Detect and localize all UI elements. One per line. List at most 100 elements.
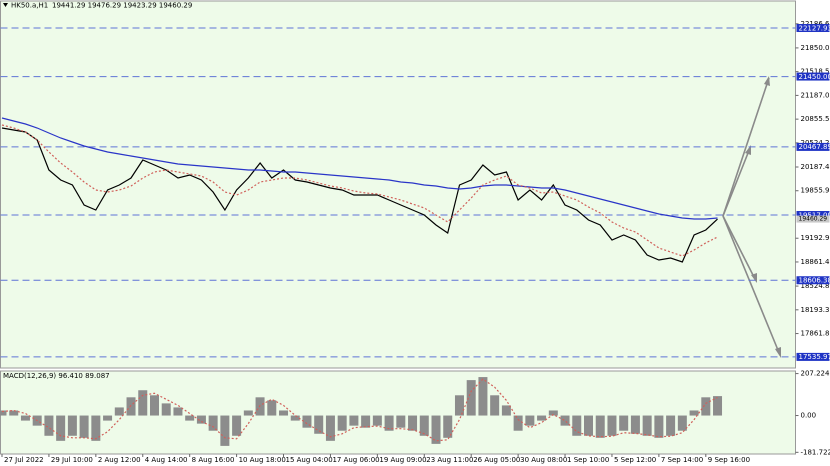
x-tick-label: 5 Sep 12:00 (614, 456, 656, 464)
series-line (1, 124, 718, 257)
x-tick-label: 1 Sep 10:00 (567, 456, 609, 464)
x-tick-label: 8 Aug 16:00 (192, 456, 235, 464)
level-label: 22127.93 (799, 24, 830, 32)
histogram-bar (454, 395, 464, 416)
level-label: 17535.97 (799, 353, 830, 361)
arrow (722, 147, 751, 217)
histogram-bar (384, 415, 394, 431)
level-label: 18606.38 (799, 277, 830, 285)
histogram-bar (79, 415, 89, 438)
arrow (722, 77, 770, 217)
histogram-bar (67, 415, 77, 436)
level-box (796, 24, 830, 33)
histogram-bar (220, 415, 230, 446)
histogram-bar (443, 415, 453, 438)
price-label: 19460.29 (799, 216, 828, 223)
x-tick-label: 26 Aug 05:00 (473, 456, 520, 464)
level-label: 20467.89 (799, 143, 830, 151)
y-tick-label: 20524.20 (801, 139, 830, 147)
arrow (722, 215, 781, 356)
ohlc-text: 19441.29 19476.29 19423.29 19460.29 (52, 2, 192, 10)
x-tick-label: 4 Aug 14:00 (145, 456, 188, 464)
histogram-bar (361, 415, 371, 428)
y-tick-label: 22186.60 (801, 20, 830, 28)
histogram-bar (185, 415, 195, 421)
histogram-bar (642, 415, 652, 436)
y-tick-label: 20187.40 (801, 163, 830, 171)
series-line (1, 127, 718, 263)
x-tick-label: 15 Aug 04:00 (286, 456, 333, 464)
histogram-bar (290, 415, 300, 421)
x-tick-label: 19 Aug 09:00 (379, 456, 426, 464)
histogram-bar (337, 415, 347, 431)
histogram-bar (173, 407, 183, 416)
histogram-bar (396, 415, 406, 428)
arrow-head (775, 347, 781, 358)
histogram-bar (325, 415, 335, 441)
level-box (796, 276, 830, 285)
y-tick-label: 0.00 (801, 412, 817, 420)
x-tick-label: 30 Aug 08:00 (520, 456, 567, 464)
histogram-bar (243, 410, 253, 416)
histogram-bar (0, 410, 7, 416)
histogram-bar (572, 415, 582, 436)
y-tick-label: 18524.80 (801, 282, 830, 290)
histogram-bar (138, 390, 148, 416)
histogram-bar (654, 415, 664, 438)
histogram-bar (56, 415, 66, 441)
histogram-bar (525, 415, 535, 426)
level-box (796, 211, 830, 220)
forecast-arrows (722, 76, 781, 358)
y-tick-label: 18861.40 (801, 258, 830, 266)
level-box (796, 352, 830, 361)
series-line (1, 117, 718, 220)
y-tick-label: 207.224 (801, 370, 830, 378)
histogram-bar (466, 380, 476, 416)
histogram-bar (584, 415, 593, 436)
histogram-bar (419, 415, 429, 436)
histogram-bar (267, 400, 277, 416)
histogram-bar (149, 395, 159, 416)
histogram-bar (196, 415, 206, 424)
y-tick-label: 19192.90 (801, 234, 830, 242)
arrow-head (745, 145, 751, 155)
price-panel (0, 0, 796, 369)
arrow-head (764, 76, 770, 86)
histogram-bar (431, 415, 441, 444)
histogram-bar (302, 415, 312, 428)
histogram-bar (689, 410, 699, 416)
histogram-bar (91, 415, 101, 441)
x-tick-label: 2 Aug 12:00 (98, 456, 141, 464)
histogram-bar (44, 415, 54, 436)
collapse-icon[interactable] (3, 3, 8, 7)
histogram-bar (701, 397, 711, 416)
histogram-bar (161, 403, 171, 416)
y-tick-label: 17861.80 (801, 330, 830, 338)
x-tick-label: 17 Aug 06:00 (332, 456, 379, 464)
y-tick-label: 18193.30 (801, 306, 830, 314)
histogram-bar (666, 415, 676, 436)
x-tick-label: 10 Aug 18:00 (239, 456, 286, 464)
x-tick-label: 29 Jul 10:00 (51, 456, 93, 464)
histogram-bar (103, 415, 113, 421)
histogram-bar (478, 377, 488, 416)
y-tick-label: 21187.00 (801, 91, 830, 99)
x-tick-label: 7 Sep 14:00 (661, 456, 703, 464)
histogram-bar (408, 415, 418, 431)
y-tick-label: 19855.90 (801, 187, 830, 195)
price-box (796, 215, 830, 223)
histogram-bar (548, 410, 558, 416)
macd-title: MACD(12,26,9) 96.410 89.087 (3, 372, 110, 380)
histogram-bar (490, 395, 500, 416)
histogram-bar (9, 410, 19, 416)
histogram-bar (677, 415, 687, 431)
y-tick-label: -181.722 (801, 448, 830, 456)
x-tick-label: 23 Aug 11:00 (426, 456, 473, 464)
histogram-bar (279, 410, 289, 416)
histogram-bar (126, 397, 136, 416)
level-label: 19517.00 (799, 211, 830, 219)
level-box (796, 142, 830, 151)
level-box (796, 72, 830, 81)
